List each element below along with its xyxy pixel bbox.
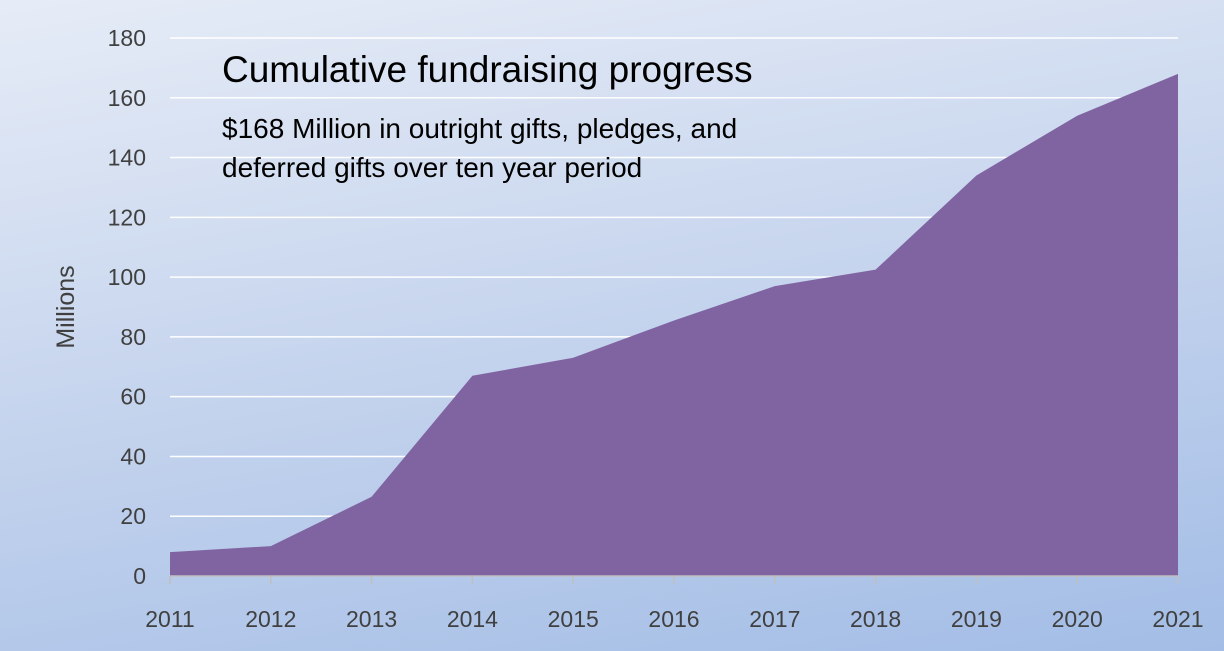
x-tick-label: 2012 [245, 606, 296, 632]
y-tick-label: 80 [120, 324, 146, 350]
x-tick-label: 2011 [145, 606, 194, 632]
y-axis-title: Millions [52, 265, 80, 348]
y-tick-label: 20 [120, 503, 146, 529]
chart-subtitle-line-1: $168 Million in outright gifts, pledges,… [222, 113, 738, 144]
y-tick-label: 140 [108, 145, 146, 171]
y-tick-label: 40 [120, 443, 146, 469]
x-tick-label: 2021 [1152, 606, 1203, 632]
plot-area [169, 73, 1179, 576]
x-tick-label: 2017 [749, 606, 800, 632]
y-tick-label: 120 [108, 204, 146, 230]
y-tick-label: 180 [108, 25, 146, 51]
x-tick-label: 2013 [346, 606, 397, 632]
series-area [170, 73, 1178, 576]
x-tick-label: 2019 [951, 606, 1002, 632]
y-tick-label: 60 [120, 384, 146, 410]
x-tick-label: 2015 [548, 606, 599, 632]
y-tick-label: 160 [108, 85, 146, 111]
x-tick-label: 2018 [850, 606, 901, 632]
y-tick-label: 100 [108, 264, 146, 290]
chart-title: Cumulative fundraising progress [222, 49, 753, 90]
x-tick-label: 2020 [1052, 606, 1103, 632]
x-tick-label: 2014 [447, 606, 498, 632]
x-tick-label: 2016 [648, 606, 699, 632]
chart-subtitle-line-2: deferred gifts over ten year period [222, 152, 643, 183]
y-tick-label: 0 [133, 563, 146, 589]
gridlines [170, 37, 1178, 517]
axes: 0 20 40 60 80 100 120 140 160 180 2011 2012 2013 2014… [108, 25, 1204, 632]
